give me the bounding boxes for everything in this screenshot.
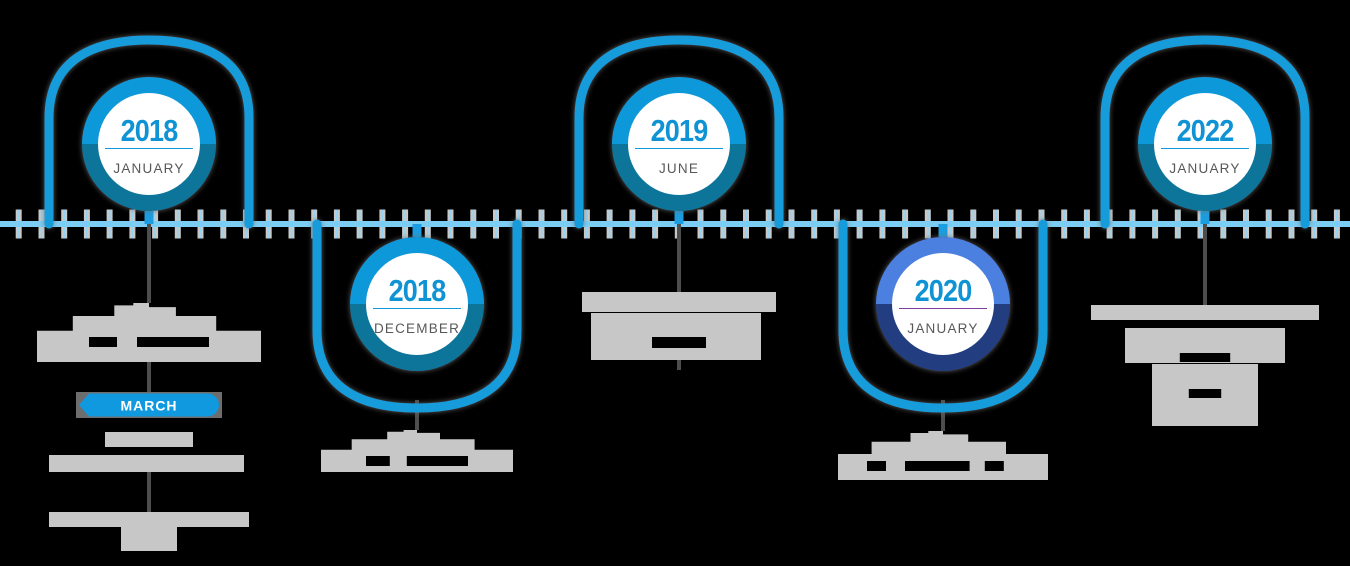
svg-text:MARCH: MARCH: [120, 398, 177, 414]
